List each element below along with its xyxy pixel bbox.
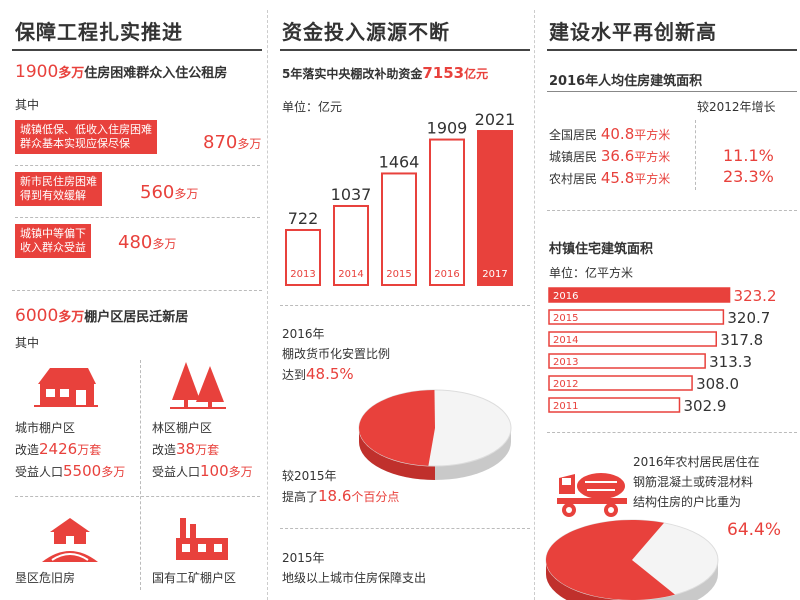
bar-category-label: 2013 <box>290 269 315 280</box>
section-title: 保障工程扎实推进 <box>15 20 183 44</box>
factory-icon <box>176 518 228 560</box>
benefit-value-2: 560多万 <box>140 182 199 203</box>
pie-depth-slice <box>359 428 435 480</box>
hbar <box>548 397 681 413</box>
benefit-value-3: 480多万 <box>118 232 177 253</box>
title-underline <box>547 49 797 51</box>
increase-header: 较2012年增长 <box>697 100 776 114</box>
bar <box>333 204 369 286</box>
divider <box>12 290 262 291</box>
pie-depth-slice <box>546 560 632 600</box>
house-icon <box>34 368 98 407</box>
divider <box>15 165 260 166</box>
support-expense-text: 2015年 地级以上城市住房保障支出 <box>282 551 427 585</box>
pie-text-top: 2016年 棚改货币化安置比例 达到48.5% <box>282 327 391 383</box>
column-funding: 资金投入源源不断 5年落实中央棚改补助资金7153亿元 单位：亿元 722 201… <box>270 0 532 600</box>
hbar-category-label: 2011 <box>553 401 578 412</box>
hbar-value-label: 323.2 <box>734 287 777 305</box>
hbar <box>548 353 706 369</box>
funding-subtitle: 5年落实中央棚改补助资金7153亿元 <box>282 64 489 82</box>
title-underline <box>280 49 530 51</box>
bar-value-label: 722 <box>288 209 319 228</box>
divider <box>280 528 530 529</box>
hbar-value-label: 320.7 <box>727 309 770 327</box>
column-divider <box>267 10 268 600</box>
benefit-box-1: 城镇低保、低收入住房困难 群众基本实现应保尽保 <box>15 120 157 154</box>
bar-category-label: 2014 <box>338 269 363 280</box>
hbar-category-label: 2013 <box>553 357 578 368</box>
hbar-value-label: 308.0 <box>696 375 739 393</box>
pie-text-bottom: 较2015年 提高了18.6个百分点 <box>282 469 400 505</box>
bar <box>477 130 513 287</box>
bar-value-label: 1037 <box>331 185 372 204</box>
bar <box>285 228 321 287</box>
shanty-headline: 6000多万棚户区居民迁新居 <box>15 306 189 326</box>
increase-values: 11.1% 23.3% <box>723 146 774 186</box>
pie-slice-main <box>358 390 435 466</box>
farm-icon <box>42 518 98 562</box>
hbar-category-label: 2016 <box>553 291 578 302</box>
column-divider <box>534 10 535 600</box>
hbar-value-label: 317.8 <box>720 331 763 349</box>
area-city: 城市棚户区 改造2426万套 受益人口5500多万 <box>15 421 126 480</box>
hbar <box>548 375 693 391</box>
section-title: 资金投入源源不断 <box>282 20 450 44</box>
rural-structure-text: 2016年农村居民居住在 钢筋混凝土或砖混材料 结构住房的户比重为 <box>633 455 760 509</box>
column-guarantee: 保障工程扎实推进 1900多万住房困难群众入住公租房 其中 城镇低保、低收入住房… <box>0 0 265 600</box>
hbar-category-label: 2015 <box>553 313 578 324</box>
benefit-box-3: 城镇中等偏下 收入群众受益 <box>15 224 91 258</box>
per-capita-table: 全国居民 40.8平方米 城镇居民 36.6平方米 农村居民 45.8平方米 <box>549 124 670 190</box>
column-construction: 建设水平再创新高 2016年人均住房建筑面积 较2012年增长 全国居民 40.… <box>537 0 800 600</box>
qizhong-label: 其中 <box>15 98 40 112</box>
hbar-value-label: 302.9 <box>683 397 726 415</box>
bar-category-label: 2016 <box>434 269 459 280</box>
hbar <box>548 287 731 303</box>
rural-area-bar-chart: 2016 323.2 2015 320.7 2014 317.8 2013 313.3 2012… <box>548 287 777 415</box>
cement-truck-icon <box>557 473 627 517</box>
hbar-category-label: 2014 <box>553 335 578 346</box>
area-forest: 林区棚户区 改造38万套 受益人口100多万 <box>152 421 253 480</box>
divider <box>547 210 797 211</box>
hbar <box>548 309 725 325</box>
section-title: 建设水平再创新高 <box>549 20 717 44</box>
per-capita-row: 城镇居民 36.6平方米 <box>549 147 671 165</box>
public-rental-headline: 1900多万住房困难群众入住公租房 <box>15 62 228 82</box>
rural-area-subtitle: 村镇住宅建筑面积 <box>549 242 654 257</box>
area-reclamation: 垦区危旧房 <box>15 571 76 585</box>
pie-slice-main <box>546 520 675 600</box>
rural-area-unit: 单位：亿平方米 <box>549 266 634 280</box>
divider <box>547 91 797 92</box>
per-capita-row: 全国居民 40.8平方米 <box>549 125 671 143</box>
benefit-value-1: 870多万 <box>203 132 262 153</box>
divider <box>280 305 530 306</box>
bar <box>429 138 465 286</box>
divider <box>140 360 141 590</box>
qizhong-label: 其中 <box>15 336 40 350</box>
title-underline <box>12 49 262 51</box>
rural-structure-value: 64.4% <box>727 520 782 540</box>
bar-value-label: 1909 <box>427 119 468 138</box>
bar-category-label: 2015 <box>386 269 411 280</box>
per-capita-row: 农村居民 45.8平方米 <box>549 169 671 187</box>
forest-icon <box>170 362 226 409</box>
funding-bar-chart: 722 2013 1037 2014 1464 2015 1909 2016 2021 2017 <box>285 110 516 287</box>
divider <box>695 120 696 190</box>
structure-pie-chart <box>545 519 719 600</box>
bar-value-label: 2021 <box>475 110 516 129</box>
monetization-pie-chart <box>358 389 512 480</box>
hbar <box>548 331 717 347</box>
area-mining: 国有工矿棚户区 <box>152 571 237 585</box>
funding-unit: 单位：亿元 <box>282 100 343 114</box>
hbar-category-label: 2012 <box>553 379 578 390</box>
divider <box>15 496 260 497</box>
benefit-box-2: 新市民住房困难 得到有效缓解 <box>15 172 102 206</box>
per-capita-subtitle: 2016年人均住房建筑面积 <box>549 74 703 89</box>
hbar-value-label: 313.3 <box>709 353 752 371</box>
divider <box>547 432 797 433</box>
divider <box>15 217 260 218</box>
bar <box>381 172 417 286</box>
bar-value-label: 1464 <box>379 152 420 171</box>
bar-category-label: 2017 <box>482 269 507 280</box>
